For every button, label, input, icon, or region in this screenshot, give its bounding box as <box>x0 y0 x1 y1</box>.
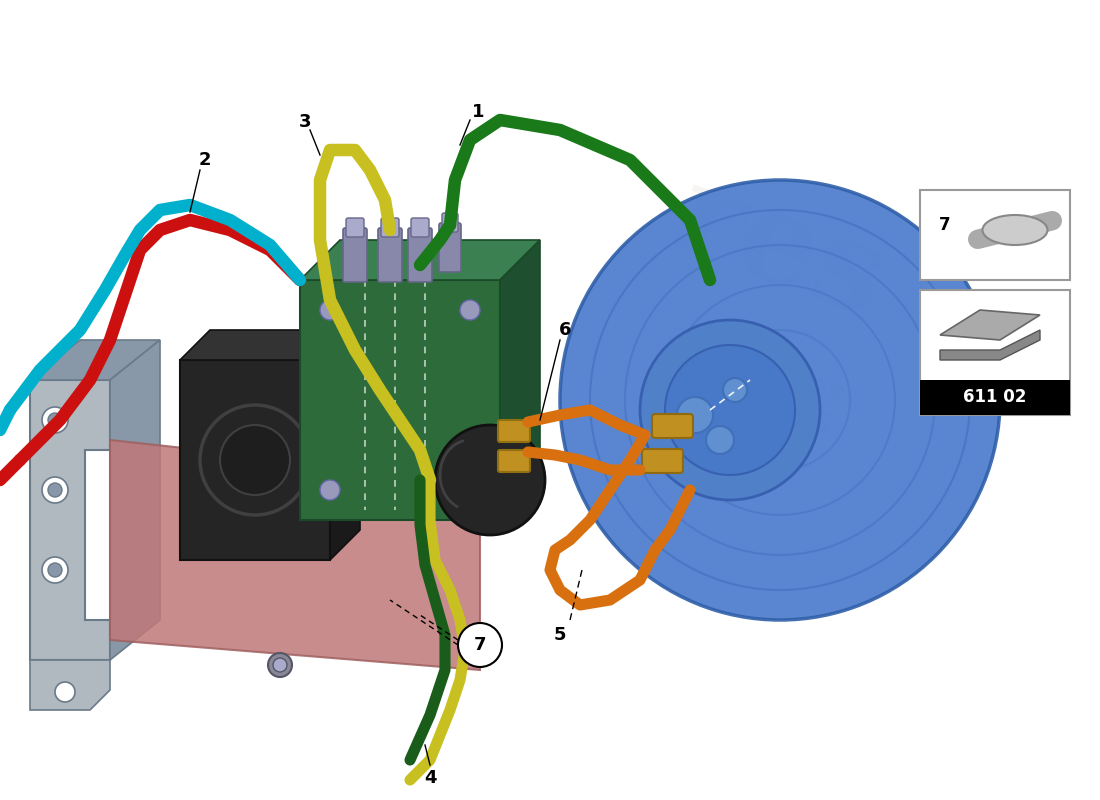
FancyBboxPatch shape <box>343 228 367 282</box>
Circle shape <box>320 300 340 320</box>
Circle shape <box>48 413 62 427</box>
FancyBboxPatch shape <box>642 449 683 473</box>
Circle shape <box>55 682 75 702</box>
Circle shape <box>640 320 820 500</box>
Text: 7: 7 <box>939 216 950 234</box>
Circle shape <box>706 426 734 454</box>
FancyBboxPatch shape <box>920 380 1070 415</box>
Text: 5: 5 <box>553 626 566 644</box>
Polygon shape <box>940 330 1040 360</box>
Polygon shape <box>180 360 330 560</box>
Circle shape <box>666 345 795 475</box>
Polygon shape <box>30 340 159 380</box>
Circle shape <box>42 477 68 503</box>
FancyBboxPatch shape <box>411 218 429 237</box>
Circle shape <box>676 397 713 433</box>
Circle shape <box>723 378 747 402</box>
Circle shape <box>42 407 68 433</box>
Circle shape <box>434 425 544 535</box>
Circle shape <box>48 563 62 577</box>
Polygon shape <box>110 440 480 670</box>
FancyBboxPatch shape <box>920 190 1070 280</box>
Text: 7: 7 <box>474 636 486 654</box>
FancyBboxPatch shape <box>442 213 458 232</box>
Polygon shape <box>30 380 110 660</box>
Circle shape <box>320 480 340 500</box>
FancyBboxPatch shape <box>920 290 1070 415</box>
Circle shape <box>220 425 290 495</box>
Polygon shape <box>330 330 360 560</box>
Polygon shape <box>180 330 360 360</box>
Text: 4: 4 <box>424 769 437 787</box>
Ellipse shape <box>982 215 1047 245</box>
FancyBboxPatch shape <box>439 223 461 272</box>
FancyBboxPatch shape <box>381 218 399 237</box>
Text: 6: 6 <box>559 321 571 339</box>
Polygon shape <box>110 340 160 660</box>
Text: autopartes
since 1985: autopartes since 1985 <box>651 318 849 442</box>
Text: res: res <box>658 156 902 344</box>
Text: 3: 3 <box>299 113 311 131</box>
FancyBboxPatch shape <box>346 218 364 237</box>
Text: 2: 2 <box>199 151 211 169</box>
Circle shape <box>460 480 480 500</box>
Circle shape <box>460 300 480 320</box>
Polygon shape <box>300 280 500 520</box>
Text: 1: 1 <box>472 103 484 121</box>
FancyBboxPatch shape <box>498 450 530 472</box>
Circle shape <box>48 483 62 497</box>
Circle shape <box>458 623 502 667</box>
FancyBboxPatch shape <box>652 414 693 438</box>
Polygon shape <box>300 240 540 280</box>
Polygon shape <box>940 310 1040 340</box>
Polygon shape <box>500 240 540 520</box>
Text: 611 02: 611 02 <box>964 388 1026 406</box>
Polygon shape <box>30 660 110 710</box>
Circle shape <box>560 180 1000 620</box>
FancyBboxPatch shape <box>498 420 530 442</box>
FancyBboxPatch shape <box>408 228 432 282</box>
FancyBboxPatch shape <box>378 228 402 282</box>
Circle shape <box>268 653 292 677</box>
Circle shape <box>42 557 68 583</box>
Circle shape <box>273 658 287 672</box>
